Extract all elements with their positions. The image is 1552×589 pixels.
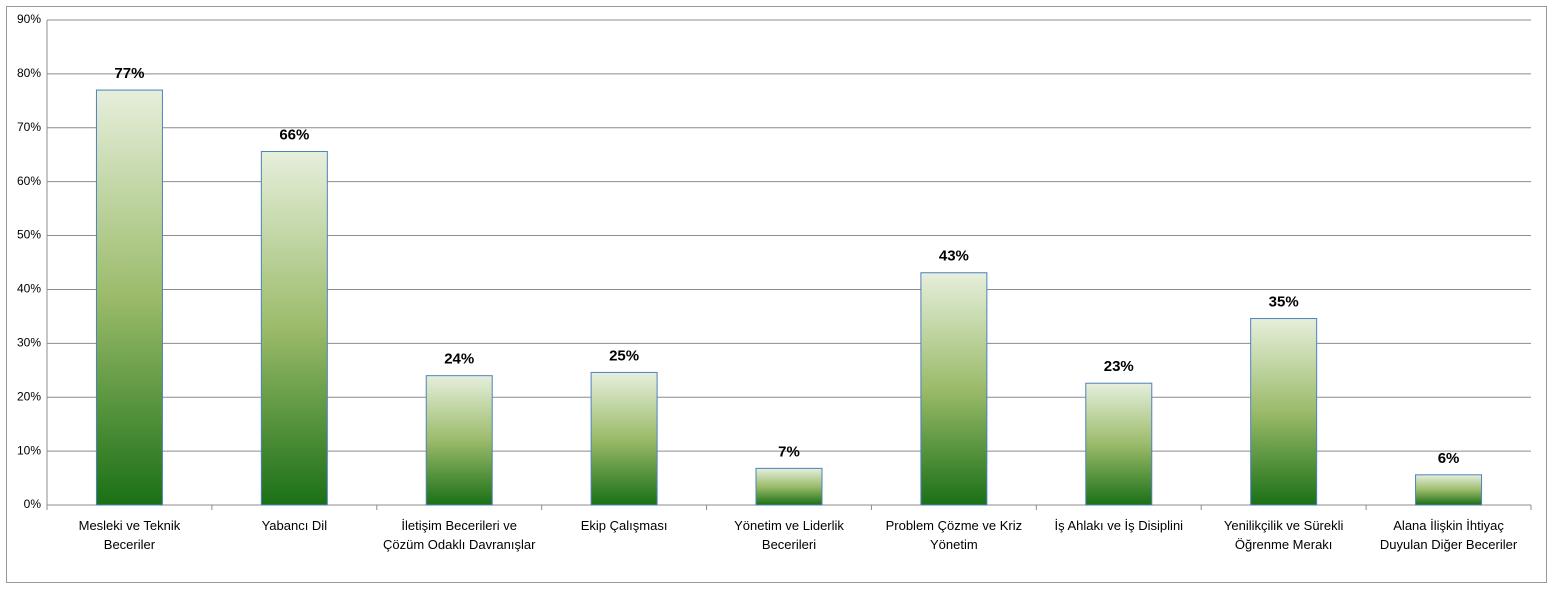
value-label: 25% (609, 347, 639, 364)
bar (1250, 318, 1318, 506)
y-tick-label: 40% (17, 282, 41, 296)
chart-border (6, 6, 1547, 583)
y-tick-label: 30% (17, 336, 41, 350)
x-tick-label: Yenilikçilik ve Sürekli Öğrenme Merakı (1223, 518, 1344, 552)
y-tick-label: 50% (17, 228, 41, 242)
value-label: 6% (1438, 450, 1460, 467)
bar (425, 375, 493, 506)
value-label: 43% (939, 248, 969, 265)
x-tick-label: Yabancı Dil (261, 518, 328, 533)
y-tick-label: 70% (17, 120, 41, 134)
x-tick-label: Alana İlişkin İhtiyaç Duyulan Diğer Bece… (1379, 518, 1518, 552)
x-tick-label: İş Ahlakı ve İş Disiplini (1054, 518, 1184, 533)
value-label: 66% (279, 126, 309, 143)
value-label: 7% (778, 443, 800, 460)
value-label: 77% (114, 65, 144, 82)
bar (755, 467, 823, 506)
x-tick-label: İletişim Becerileri ve Çözüm Odaklı Davr… (382, 518, 536, 552)
bar (260, 150, 328, 506)
bar (1415, 474, 1483, 506)
x-tick-label: Problem Çözme ve Kriz Yönetim (885, 518, 1023, 552)
x-tick-label: Mesleki ve Teknik Beceriler (78, 518, 181, 552)
y-tick-label: 10% (17, 443, 41, 457)
x-tick-label: Ekip Çalışması (580, 518, 668, 533)
bar (95, 89, 163, 506)
value-label: 35% (1269, 294, 1299, 311)
x-tick-label: Yönetim ve Liderlik Becerileri (734, 518, 844, 552)
value-label: 24% (444, 351, 474, 368)
y-tick-label: 20% (17, 389, 41, 403)
y-tick-label: 80% (17, 66, 41, 80)
bar (920, 272, 988, 506)
y-tick-label: 0% (24, 497, 42, 511)
bar (590, 371, 658, 506)
y-tick-label: 60% (17, 174, 41, 188)
value-label: 23% (1104, 358, 1134, 375)
bar (1085, 382, 1153, 506)
y-tick-label: 90% (17, 12, 41, 26)
